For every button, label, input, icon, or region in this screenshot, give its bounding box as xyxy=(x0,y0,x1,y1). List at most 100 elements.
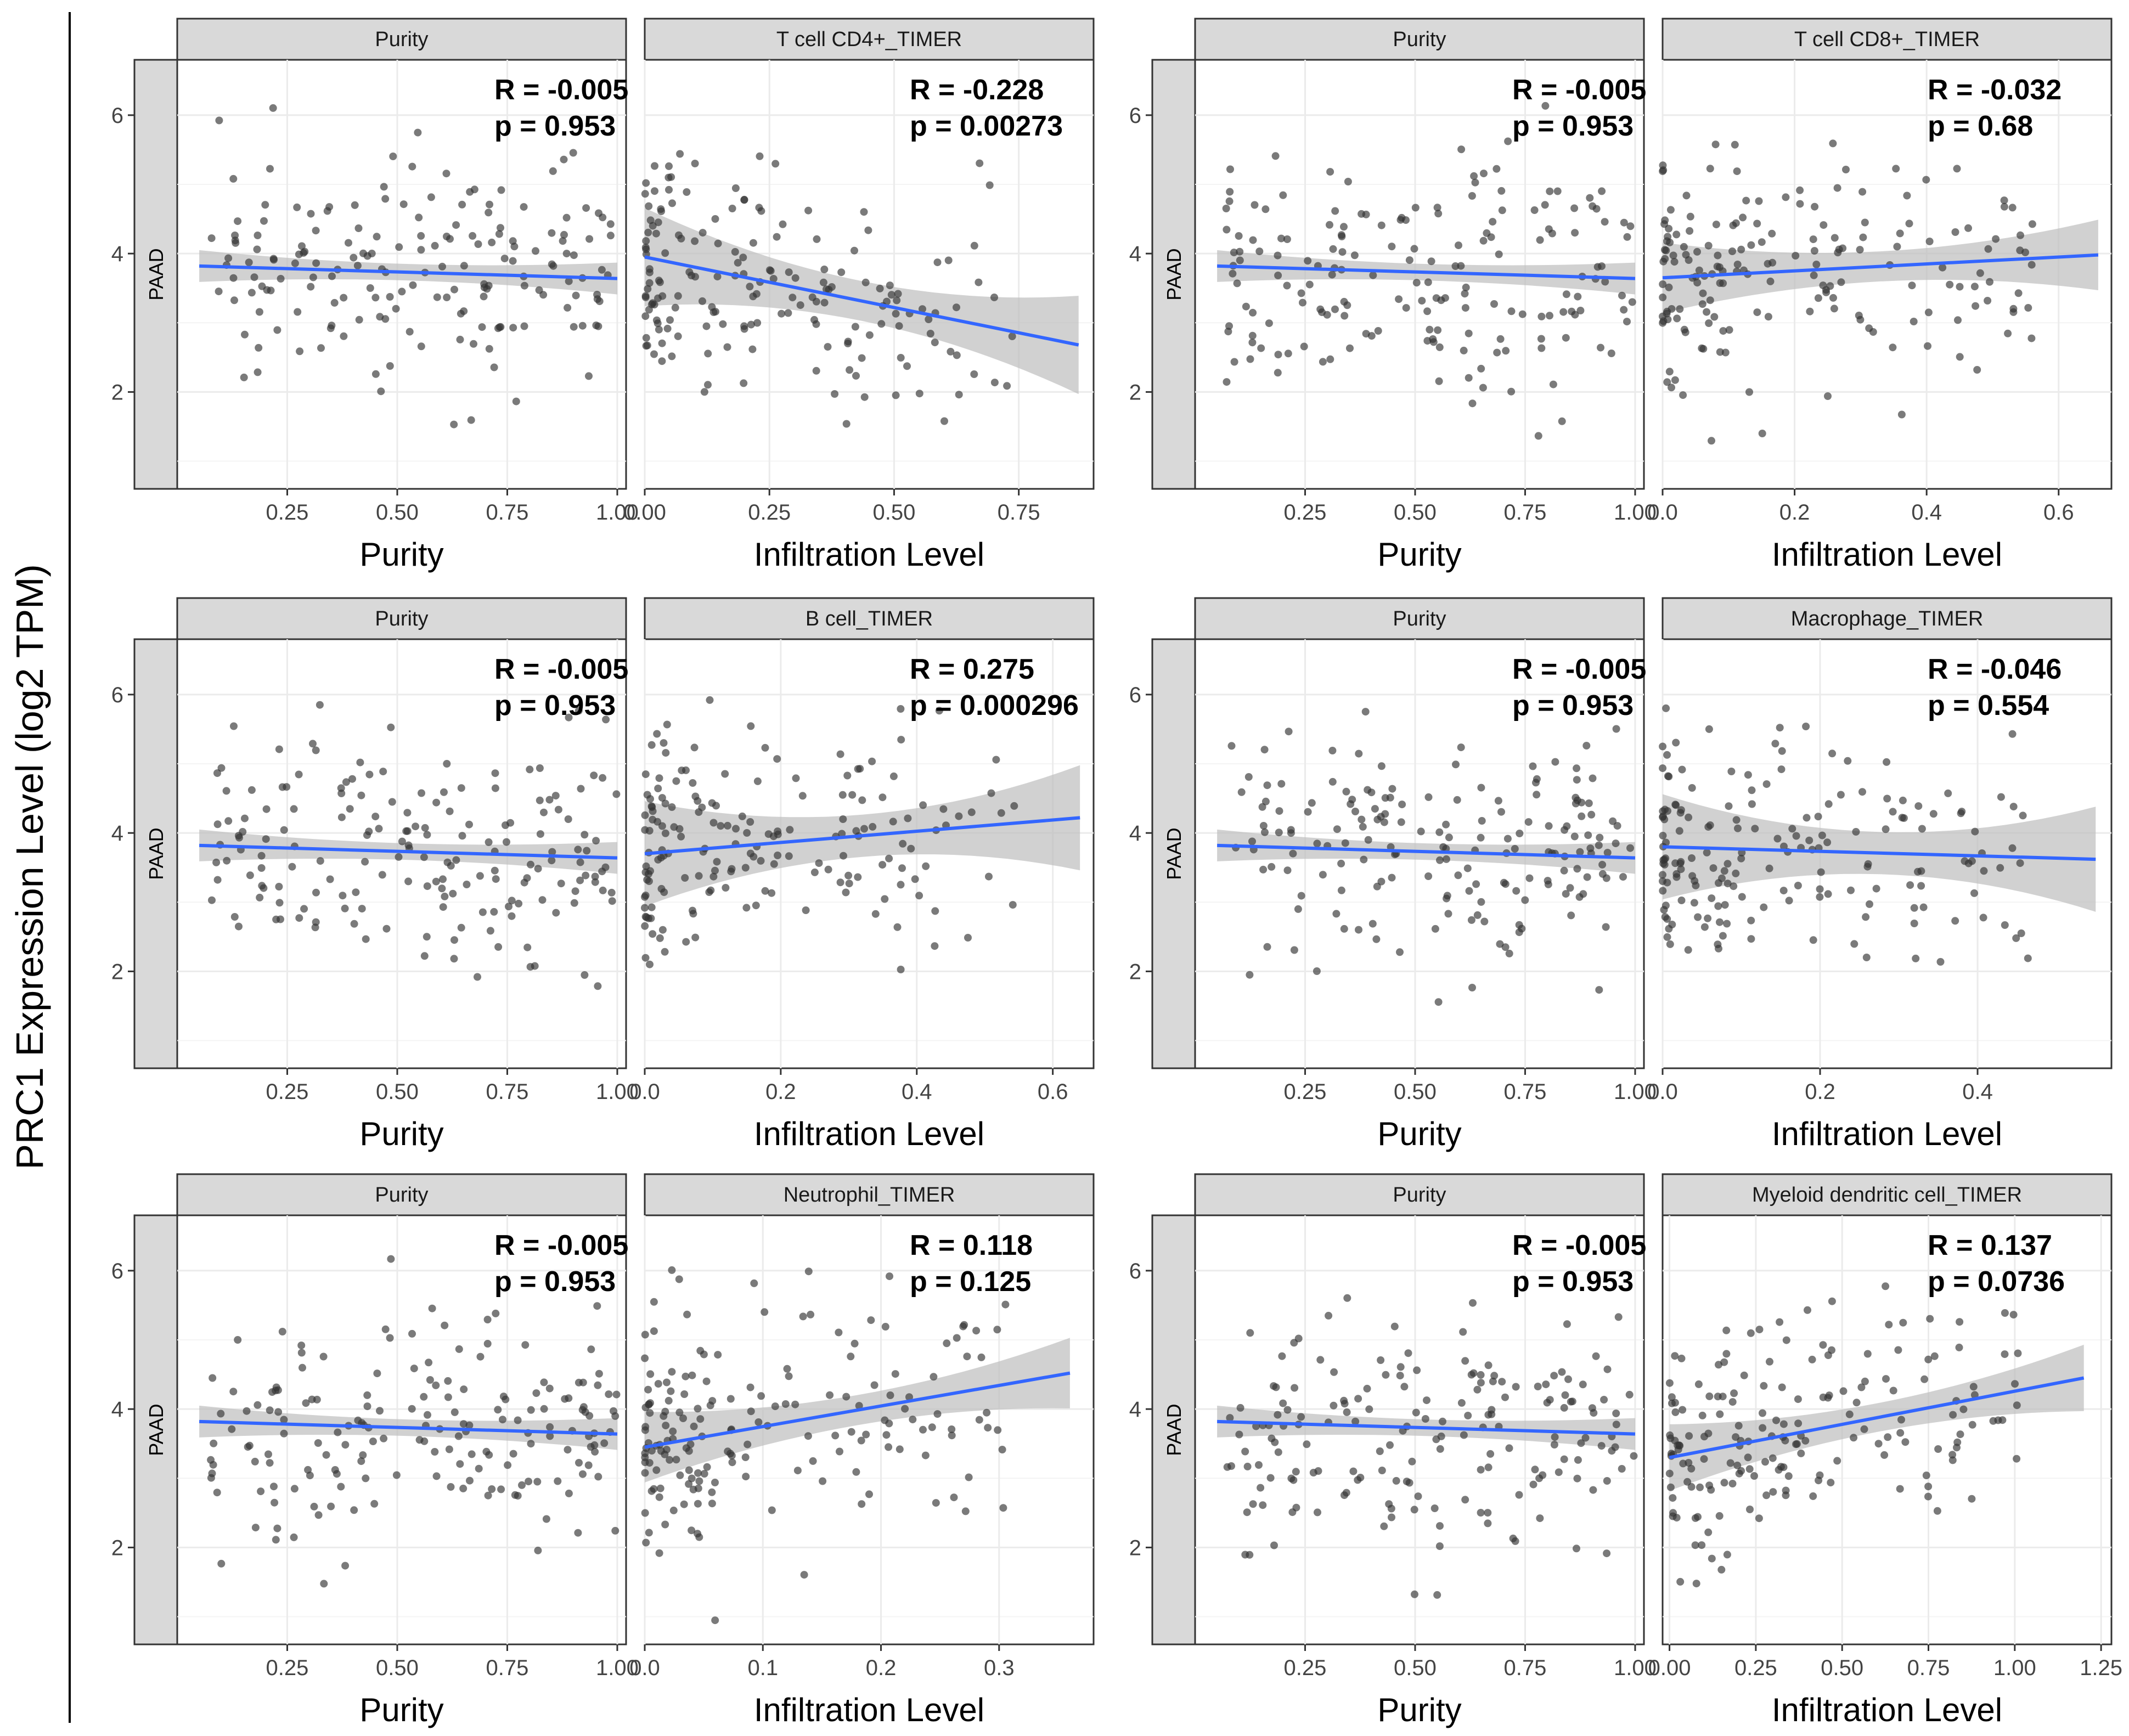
scatter-point xyxy=(1274,1411,1282,1419)
scatter-point xyxy=(1739,213,1747,222)
scatter-point xyxy=(1665,925,1673,933)
scatter-point xyxy=(1559,308,1568,316)
scatter-point xyxy=(2011,1380,2019,1388)
scatter-point xyxy=(485,1451,493,1459)
scatter-point xyxy=(1283,866,1292,875)
scatter-point xyxy=(515,899,523,908)
scatter-point xyxy=(931,942,939,950)
scatter-point xyxy=(1573,1545,1580,1553)
scatter-point xyxy=(1824,890,1832,898)
scatter-point xyxy=(1518,925,1526,933)
scatter-point xyxy=(688,1371,696,1379)
scatter-point xyxy=(660,1412,668,1420)
scatter-point xyxy=(1582,742,1591,749)
scatter-point xyxy=(1361,708,1370,716)
scatter-point xyxy=(804,1267,813,1276)
scatter-point xyxy=(1732,1433,1740,1441)
scatter-point xyxy=(240,373,248,381)
scatter-point xyxy=(641,190,649,198)
scatter-point xyxy=(312,888,320,897)
scatter-point xyxy=(548,856,556,865)
scatter-point xyxy=(1671,376,1679,384)
scatter-point xyxy=(564,1446,572,1454)
scatter-point xyxy=(1753,219,1761,228)
scatter-point xyxy=(653,730,661,738)
scatter-point xyxy=(1388,243,1396,251)
x-tick-label: 1.00 xyxy=(596,500,639,525)
scatter-point xyxy=(235,833,243,842)
scatter-point xyxy=(594,982,602,990)
scatter-point xyxy=(1546,187,1554,195)
scatter-point xyxy=(492,1309,500,1317)
facet-strip-label: T cell CD4+_TIMER xyxy=(776,28,962,51)
scatter-point xyxy=(645,279,654,287)
scatter-point xyxy=(1346,344,1354,352)
scatter-point xyxy=(258,282,266,290)
x-tick-label: 0.4 xyxy=(902,1080,932,1104)
scatter-point xyxy=(1355,749,1363,758)
scatter-point xyxy=(1948,1451,1957,1459)
scatter-point xyxy=(278,783,286,791)
scatter-point xyxy=(658,339,666,347)
scatter-point xyxy=(497,224,504,232)
scatter-point xyxy=(1477,898,1485,906)
scatter-point xyxy=(881,895,889,903)
scatter-point xyxy=(1453,796,1461,804)
scatter-point xyxy=(1364,786,1372,794)
scatter-point xyxy=(1614,1313,1623,1321)
scatter-point xyxy=(1839,1387,1848,1395)
scatter-point xyxy=(836,1447,843,1456)
scatter-point xyxy=(441,1321,449,1329)
scatter-point xyxy=(658,357,666,365)
scatter-point xyxy=(1316,1356,1325,1364)
scatter-point xyxy=(644,914,652,922)
scatter-point xyxy=(862,1430,870,1439)
scatter-point xyxy=(992,756,1000,764)
scatter-point xyxy=(1794,1395,1802,1404)
scatter-point xyxy=(1589,774,1597,782)
scatter-point xyxy=(1454,871,1462,880)
scatter-point xyxy=(432,798,441,807)
scatter-point xyxy=(1289,849,1297,858)
scatter-point xyxy=(1747,916,1755,925)
scatter-point xyxy=(1718,874,1726,882)
scatter-point xyxy=(432,877,440,886)
scatter-point xyxy=(1618,1465,1626,1473)
scatter-point xyxy=(641,904,649,912)
scatter-point xyxy=(578,322,587,330)
scatter-point xyxy=(1534,432,1542,440)
scatter-point xyxy=(1817,868,1825,876)
scatter-point xyxy=(843,771,852,780)
scatter-point xyxy=(357,1457,365,1466)
scatter-point xyxy=(1551,758,1559,766)
scatter-point xyxy=(1968,1421,1976,1429)
scatter-point xyxy=(1862,954,1871,961)
scatter-point xyxy=(1328,270,1336,279)
scatter-point xyxy=(661,249,669,257)
scatter-point xyxy=(377,387,385,396)
scatter-point xyxy=(319,1352,328,1361)
scatter-point xyxy=(1664,772,1672,780)
scatter-point xyxy=(1494,797,1502,805)
scatter-point xyxy=(545,1384,554,1393)
scatter-point xyxy=(1933,1507,1941,1515)
scatter-point xyxy=(1760,1382,1768,1390)
scatter-point xyxy=(1719,932,1727,940)
scatter-point xyxy=(868,757,876,765)
scatter-point xyxy=(1623,318,1631,326)
scatter-point xyxy=(1477,1371,1485,1379)
scatter-point xyxy=(452,221,460,229)
scatter-point xyxy=(1435,1542,1444,1550)
scatter-point xyxy=(851,246,858,255)
scatter-point xyxy=(915,390,923,398)
scatter-point xyxy=(1804,1306,1811,1314)
scatter-point xyxy=(1716,348,1724,356)
regression-line xyxy=(1217,1419,1636,1436)
scatter-point xyxy=(565,713,573,722)
x-tick-label: 1.00 xyxy=(1993,1656,2036,1680)
scatter-point xyxy=(944,256,953,264)
scatter-point xyxy=(275,883,283,890)
scatter-point xyxy=(404,877,413,886)
scatter-point xyxy=(1829,139,1837,148)
scatter-point xyxy=(1744,771,1752,779)
